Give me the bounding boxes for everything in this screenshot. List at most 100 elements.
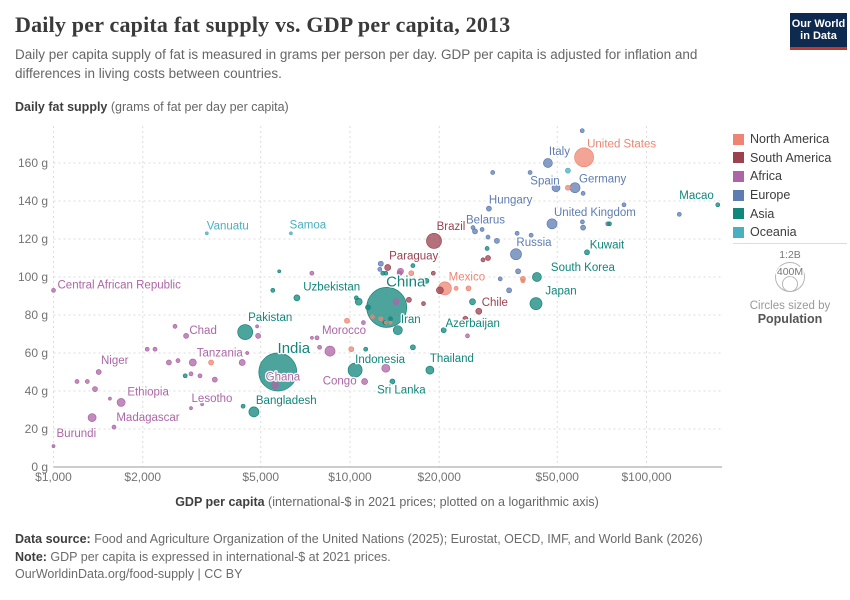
background-data-point[interactable] bbox=[421, 301, 426, 306]
country-label[interactable]: Belarus bbox=[465, 213, 507, 228]
background-data-point[interactable] bbox=[607, 221, 612, 227]
background-data-point[interactable] bbox=[565, 184, 571, 191]
country-label[interactable]: Sri Lanka bbox=[376, 383, 428, 398]
country-label[interactable]: Azerbaijan bbox=[444, 317, 501, 332]
country-label[interactable]: Iran bbox=[400, 313, 422, 328]
data-point[interactable] bbox=[532, 272, 542, 282]
background-data-point[interactable] bbox=[465, 333, 470, 339]
background-data-point[interactable] bbox=[528, 232, 534, 238]
legend-item-africa[interactable]: Africa bbox=[733, 167, 849, 186]
legend-item-europe[interactable]: Europe bbox=[733, 186, 849, 205]
background-data-point[interactable] bbox=[485, 255, 491, 261]
data-point[interactable] bbox=[116, 398, 126, 407]
data-point[interactable] bbox=[440, 327, 447, 334]
data-point[interactable] bbox=[551, 183, 561, 193]
data-point[interactable] bbox=[425, 365, 435, 375]
data-point[interactable] bbox=[51, 287, 56, 293]
background-data-point[interactable] bbox=[240, 403, 246, 409]
background-data-point[interactable] bbox=[410, 344, 416, 351]
country-label[interactable]: Burundi bbox=[55, 427, 97, 442]
background-data-point[interactable] bbox=[200, 402, 204, 407]
data-point[interactable] bbox=[546, 218, 558, 230]
country-label[interactable]: Samoa bbox=[288, 218, 328, 233]
country-label[interactable]: Chile bbox=[480, 296, 509, 311]
data-point[interactable] bbox=[188, 358, 197, 367]
data-point[interactable] bbox=[529, 297, 543, 310]
background-data-point[interactable] bbox=[465, 285, 472, 292]
background-data-point[interactable] bbox=[479, 227, 485, 232]
background-data-point[interactable] bbox=[484, 246, 490, 251]
country-label[interactable]: Central African Republic bbox=[56, 278, 182, 293]
country-label[interactable]: Italy bbox=[548, 145, 572, 160]
data-point[interactable] bbox=[486, 205, 492, 212]
owid-logo[interactable]: Our World in Data bbox=[790, 13, 847, 50]
background-data-point[interactable] bbox=[108, 396, 112, 401]
data-point[interactable] bbox=[361, 378, 368, 385]
background-data-point[interactable] bbox=[245, 351, 250, 355]
country-label[interactable]: Lesotho bbox=[190, 392, 233, 407]
background-data-point[interactable] bbox=[197, 373, 203, 379]
country-label[interactable]: Russia bbox=[515, 236, 553, 251]
background-data-point[interactable] bbox=[377, 267, 383, 272]
background-data-point[interactable] bbox=[515, 268, 521, 275]
background-data-point[interactable] bbox=[469, 298, 476, 306]
data-point[interactable] bbox=[472, 228, 478, 235]
background-data-point[interactable] bbox=[211, 376, 218, 383]
legend-item-oceania[interactable]: Oceania bbox=[733, 223, 849, 242]
background-data-point[interactable] bbox=[378, 316, 384, 322]
legend-item-north-america[interactable]: North America bbox=[733, 130, 849, 149]
country-label[interactable]: Ethiopia bbox=[126, 385, 171, 400]
country-label[interactable]: Bangladesh bbox=[255, 394, 318, 409]
background-data-point[interactable] bbox=[175, 358, 181, 363]
background-data-point[interactable] bbox=[208, 359, 214, 366]
background-data-point[interactable] bbox=[255, 333, 261, 339]
background-data-point[interactable] bbox=[392, 298, 400, 306]
data-point[interactable] bbox=[271, 381, 279, 390]
background-data-point[interactable] bbox=[383, 320, 388, 325]
data-point[interactable] bbox=[475, 307, 483, 315]
data-point[interactable] bbox=[258, 352, 298, 392]
data-point[interactable] bbox=[389, 378, 396, 385]
country-label[interactable]: Morocco bbox=[321, 324, 368, 339]
data-point[interactable] bbox=[715, 202, 721, 208]
background-data-point[interactable] bbox=[621, 202, 627, 208]
data-point[interactable] bbox=[574, 147, 594, 168]
data-point[interactable] bbox=[248, 406, 260, 418]
background-data-point[interactable] bbox=[144, 346, 150, 352]
background-data-point[interactable] bbox=[152, 346, 158, 352]
background-data-point[interactable] bbox=[408, 270, 415, 277]
background-data-point[interactable] bbox=[410, 263, 416, 268]
country-label[interactable]: Germany bbox=[578, 172, 628, 187]
background-data-point[interactable] bbox=[380, 270, 386, 276]
country-label[interactable]: Macao bbox=[678, 189, 715, 204]
data-point[interactable] bbox=[189, 406, 193, 410]
background-data-point[interactable] bbox=[361, 320, 366, 325]
country-label[interactable]: United States bbox=[586, 137, 658, 152]
background-data-point[interactable] bbox=[388, 316, 393, 322]
background-data-point[interactable] bbox=[353, 295, 359, 301]
country-label[interactable]: Kuwait bbox=[588, 238, 626, 253]
background-data-point[interactable] bbox=[396, 270, 403, 277]
data-point[interactable] bbox=[384, 264, 392, 271]
background-data-point[interactable] bbox=[255, 324, 259, 329]
country-label[interactable]: Chad bbox=[188, 324, 218, 339]
data-point[interactable] bbox=[204, 231, 209, 236]
background-data-point[interactable] bbox=[506, 287, 512, 294]
country-label[interactable]: Japan bbox=[544, 284, 578, 299]
background-data-point[interactable] bbox=[84, 379, 90, 384]
background-data-point[interactable] bbox=[310, 335, 314, 340]
country-label[interactable]: Vanuatu bbox=[206, 219, 251, 234]
background-data-point[interactable] bbox=[580, 219, 585, 225]
data-point[interactable] bbox=[95, 369, 102, 375]
background-data-point[interactable] bbox=[494, 238, 500, 244]
background-data-point[interactable] bbox=[430, 270, 436, 276]
background-data-point[interactable] bbox=[270, 287, 276, 293]
data-point[interactable] bbox=[111, 424, 117, 430]
data-point[interactable] bbox=[426, 233, 442, 249]
country-label[interactable]: Spain bbox=[529, 174, 561, 189]
data-point[interactable] bbox=[237, 324, 254, 340]
background-data-point[interactable] bbox=[370, 314, 375, 320]
background-data-point[interactable] bbox=[453, 286, 459, 291]
background-data-point[interactable] bbox=[470, 225, 476, 230]
background-data-point[interactable] bbox=[381, 363, 391, 373]
